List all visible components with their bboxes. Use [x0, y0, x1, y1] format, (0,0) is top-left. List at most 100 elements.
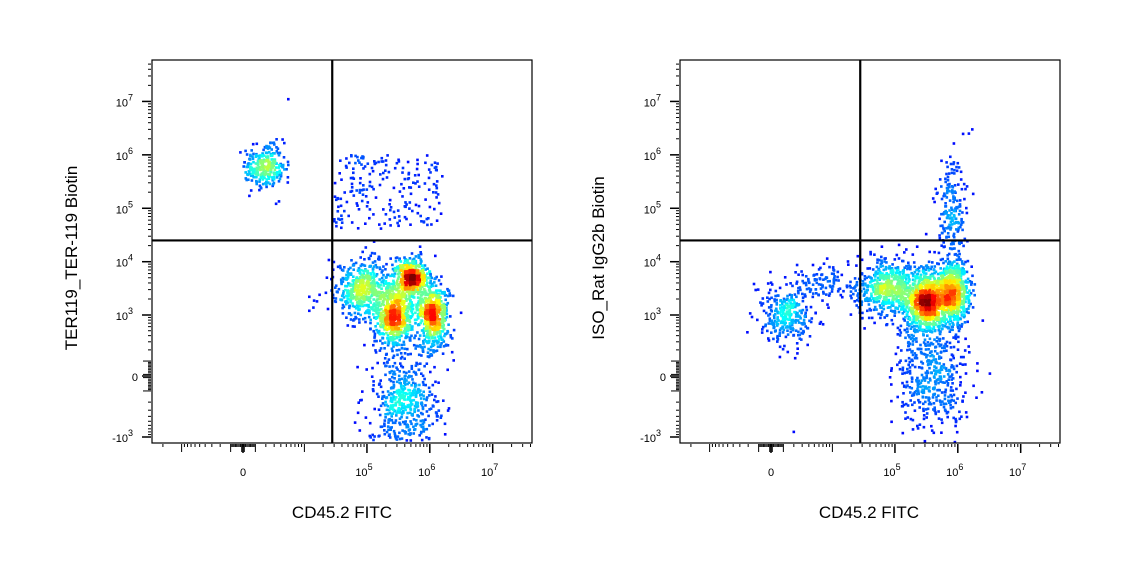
event-dot	[449, 334, 452, 337]
event-dot	[407, 171, 411, 175]
event-dot	[413, 291, 416, 295]
event-dot	[780, 306, 784, 309]
event-dot	[966, 277, 970, 281]
event-dot	[789, 298, 793, 302]
event-dot	[385, 408, 389, 412]
event-dot	[398, 409, 402, 413]
event-dot	[421, 374, 425, 378]
event-dot	[419, 362, 422, 365]
event-dot	[417, 185, 421, 188]
event-dot	[395, 380, 399, 384]
event-dot	[387, 310, 390, 314]
event-dot	[340, 281, 343, 284]
event-dot	[899, 359, 902, 362]
event-dot	[249, 174, 253, 177]
event-dot	[404, 332, 407, 335]
event-dot	[884, 265, 888, 269]
event-dot	[952, 195, 955, 198]
event-dot	[268, 173, 272, 176]
event-dot	[382, 284, 385, 287]
event-dot	[245, 178, 248, 182]
event-dot	[801, 279, 804, 283]
event-dot	[356, 411, 360, 415]
event-dot	[957, 166, 961, 169]
event-dot	[266, 155, 270, 159]
event-dot	[433, 313, 436, 317]
event-dot	[410, 301, 413, 304]
event-dot	[417, 308, 421, 312]
event-dot	[946, 415, 949, 419]
event-dot	[370, 307, 373, 311]
event-dot	[359, 313, 362, 317]
event-dot	[424, 322, 427, 326]
event-dot	[387, 428, 390, 432]
event-dot	[949, 358, 953, 362]
event-dot	[378, 266, 381, 269]
event-dot	[433, 207, 436, 211]
event-dot	[445, 343, 448, 347]
event-dot	[768, 317, 772, 320]
event-dot	[939, 224, 942, 228]
event-dot	[270, 176, 274, 179]
event-dot	[373, 304, 377, 308]
event-dot	[350, 297, 354, 300]
event-dot	[952, 162, 955, 166]
event-dot	[391, 356, 395, 359]
event-dot	[375, 339, 378, 343]
event-dot	[822, 290, 825, 294]
event-dot	[333, 218, 336, 221]
event-dot	[409, 439, 413, 442]
event-dot	[807, 279, 810, 283]
event-dot	[957, 226, 961, 230]
event-dot	[374, 196, 378, 199]
event-dot	[761, 328, 764, 331]
event-dot	[347, 214, 350, 218]
event-dot	[871, 268, 875, 271]
event-dot	[436, 342, 439, 345]
event-dot	[926, 353, 929, 357]
event-dot	[267, 160, 270, 164]
event-dot	[917, 379, 921, 383]
event-dot	[362, 290, 365, 293]
event-dot	[286, 181, 290, 184]
event-dot	[836, 270, 840, 274]
event-dot	[413, 388, 416, 392]
event-dot	[403, 262, 406, 265]
event-dot	[447, 289, 451, 292]
event-dot	[435, 419, 439, 422]
event-dot	[375, 311, 378, 315]
event-dot	[916, 330, 919, 333]
event-dot	[869, 250, 872, 254]
event-dot	[399, 384, 403, 388]
event-dot	[778, 331, 782, 335]
event-dot	[372, 438, 375, 442]
event-dot	[780, 313, 783, 317]
event-dot	[415, 167, 419, 171]
event-dot	[400, 412, 404, 416]
event-dot	[946, 178, 950, 182]
event-dot	[954, 420, 958, 424]
event-dot	[423, 287, 426, 291]
event-dot	[960, 241, 963, 244]
event-dot	[403, 316, 406, 320]
event-dot	[890, 318, 894, 322]
event-dot	[402, 343, 406, 346]
event-dot	[395, 269, 398, 272]
event-dot	[396, 342, 399, 345]
event-dot	[966, 291, 970, 294]
event-dot	[773, 309, 777, 313]
event-dot	[393, 421, 397, 425]
event-dot	[371, 261, 375, 264]
event-dot	[390, 406, 394, 410]
event-dot	[953, 440, 957, 444]
event-dot	[405, 203, 408, 206]
event-dot	[937, 251, 941, 255]
event-dot	[868, 307, 872, 311]
event-dot	[372, 272, 376, 275]
event-dot	[927, 399, 930, 402]
event-dot	[930, 350, 933, 353]
event-dot	[890, 303, 893, 307]
event-dot	[400, 295, 403, 299]
event-dot	[880, 261, 884, 265]
event-dot	[962, 272, 965, 276]
